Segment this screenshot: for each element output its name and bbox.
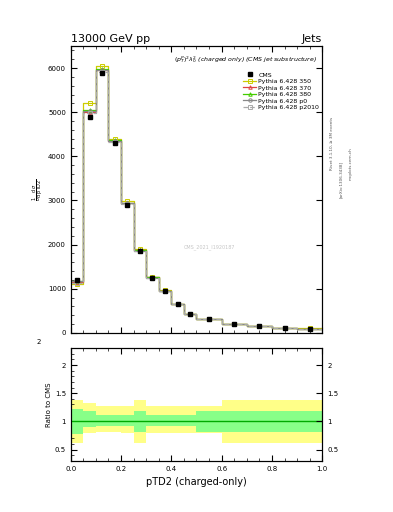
Bar (159, 406, 171, 433)
Bar (121, 406, 134, 433)
Bar (134, 400, 146, 443)
Bar (171, 406, 184, 433)
Bar (134, 411, 146, 432)
Bar (171, 415, 184, 426)
Text: Jets: Jets (302, 34, 322, 44)
Bar (146, 406, 159, 433)
Bar (196, 411, 222, 432)
Bar (121, 415, 134, 426)
X-axis label: pTD2 (charged-only): pTD2 (charged-only) (146, 477, 247, 487)
Bar (222, 400, 247, 443)
Legend: CMS, Pythia 6.428 350, Pythia 6.428 370, Pythia 6.428 380, Pythia 6.428 p0, Pyth: CMS, Pythia 6.428 350, Pythia 6.428 370,… (243, 72, 319, 110)
Bar (146, 415, 159, 426)
Bar (222, 411, 247, 432)
Y-axis label: $\frac{1}{\sigma}\frac{\mathrm{d}\sigma}{\mathrm{d}\,\mathrm{pTD2}}$: $\frac{1}{\sigma}\frac{\mathrm{d}\sigma}… (31, 178, 46, 201)
Text: mcplots.cern.ch: mcplots.cern.ch (349, 147, 353, 180)
Y-axis label: Ratio to CMS: Ratio to CMS (46, 382, 52, 426)
Bar (247, 411, 272, 432)
Text: 13000 GeV pp: 13000 GeV pp (71, 34, 150, 44)
Bar (184, 415, 196, 426)
Bar (71, 400, 83, 443)
Bar (108, 406, 121, 432)
Text: 2: 2 (36, 338, 40, 345)
Bar (272, 411, 297, 432)
Text: $(p_T^P)^2\lambda_0^2$ (charged only) (CMS jet substructure): $(p_T^P)^2\lambda_0^2$ (charged only) (C… (174, 55, 317, 66)
Text: CMS_2021_I1920187: CMS_2021_I1920187 (183, 244, 235, 250)
Bar (96, 415, 108, 426)
Bar (297, 411, 322, 432)
Bar (196, 406, 222, 433)
Bar (96, 406, 108, 432)
Bar (108, 415, 121, 426)
Bar (184, 406, 196, 433)
Text: Rivet 3.1.10, ≥ 3M events: Rivet 3.1.10, ≥ 3M events (330, 117, 334, 170)
Bar (159, 415, 171, 426)
Bar (71, 409, 83, 434)
Text: [arXiv:1306.3438]: [arXiv:1306.3438] (339, 161, 343, 198)
Bar (247, 400, 272, 443)
Bar (297, 400, 322, 443)
Bar (272, 400, 297, 443)
Bar (83, 403, 96, 433)
Bar (83, 411, 96, 427)
